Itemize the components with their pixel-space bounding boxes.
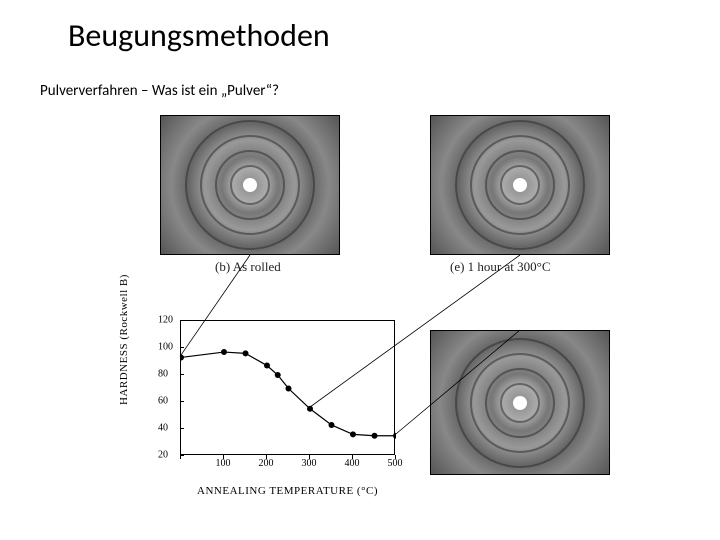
page-subtitle: Pulververfahren – Was ist ein „Pulver“?: [40, 82, 279, 100]
plot-area: [180, 320, 395, 455]
ytick-label: 60: [158, 396, 168, 407]
diffraction-image-e: [430, 115, 610, 255]
ytick-label: 100: [158, 342, 173, 353]
ytick-label: 80: [158, 369, 168, 380]
chart-xlabel: ANNEALING TEMPERATURE (°C): [180, 485, 395, 497]
hardness-chart: HARDNESS (Rockwell B) ANNEALING TEMPERAT…: [130, 315, 405, 495]
xtick-label: 500: [388, 458, 403, 469]
beam-stop-icon: [243, 178, 257, 192]
beam-stop-icon: [513, 178, 527, 192]
xtick-label: 100: [216, 458, 231, 469]
figure-area: (b) As rolled (e) 1 hour at 300°C HARDNE…: [120, 115, 640, 530]
ytick-label: 40: [158, 423, 168, 434]
caption-b: (b) As rolled: [215, 259, 281, 275]
xtick-label: 400: [345, 458, 360, 469]
chart-ylabel: HARDNESS (Rockwell B): [118, 274, 130, 405]
ytick-label: 20: [158, 450, 168, 461]
caption-e: (e) 1 hour at 300°C: [450, 259, 551, 275]
page-title: Beugungsmethoden: [68, 16, 330, 55]
beam-stop-icon: [513, 396, 527, 410]
diffraction-image-b: [160, 115, 340, 255]
xtick-label: 300: [302, 458, 317, 469]
diffraction-image-f: [430, 330, 610, 475]
ytick-label: 120: [158, 315, 173, 326]
xtick-label: 200: [259, 458, 274, 469]
chart-svg: [181, 321, 396, 456]
